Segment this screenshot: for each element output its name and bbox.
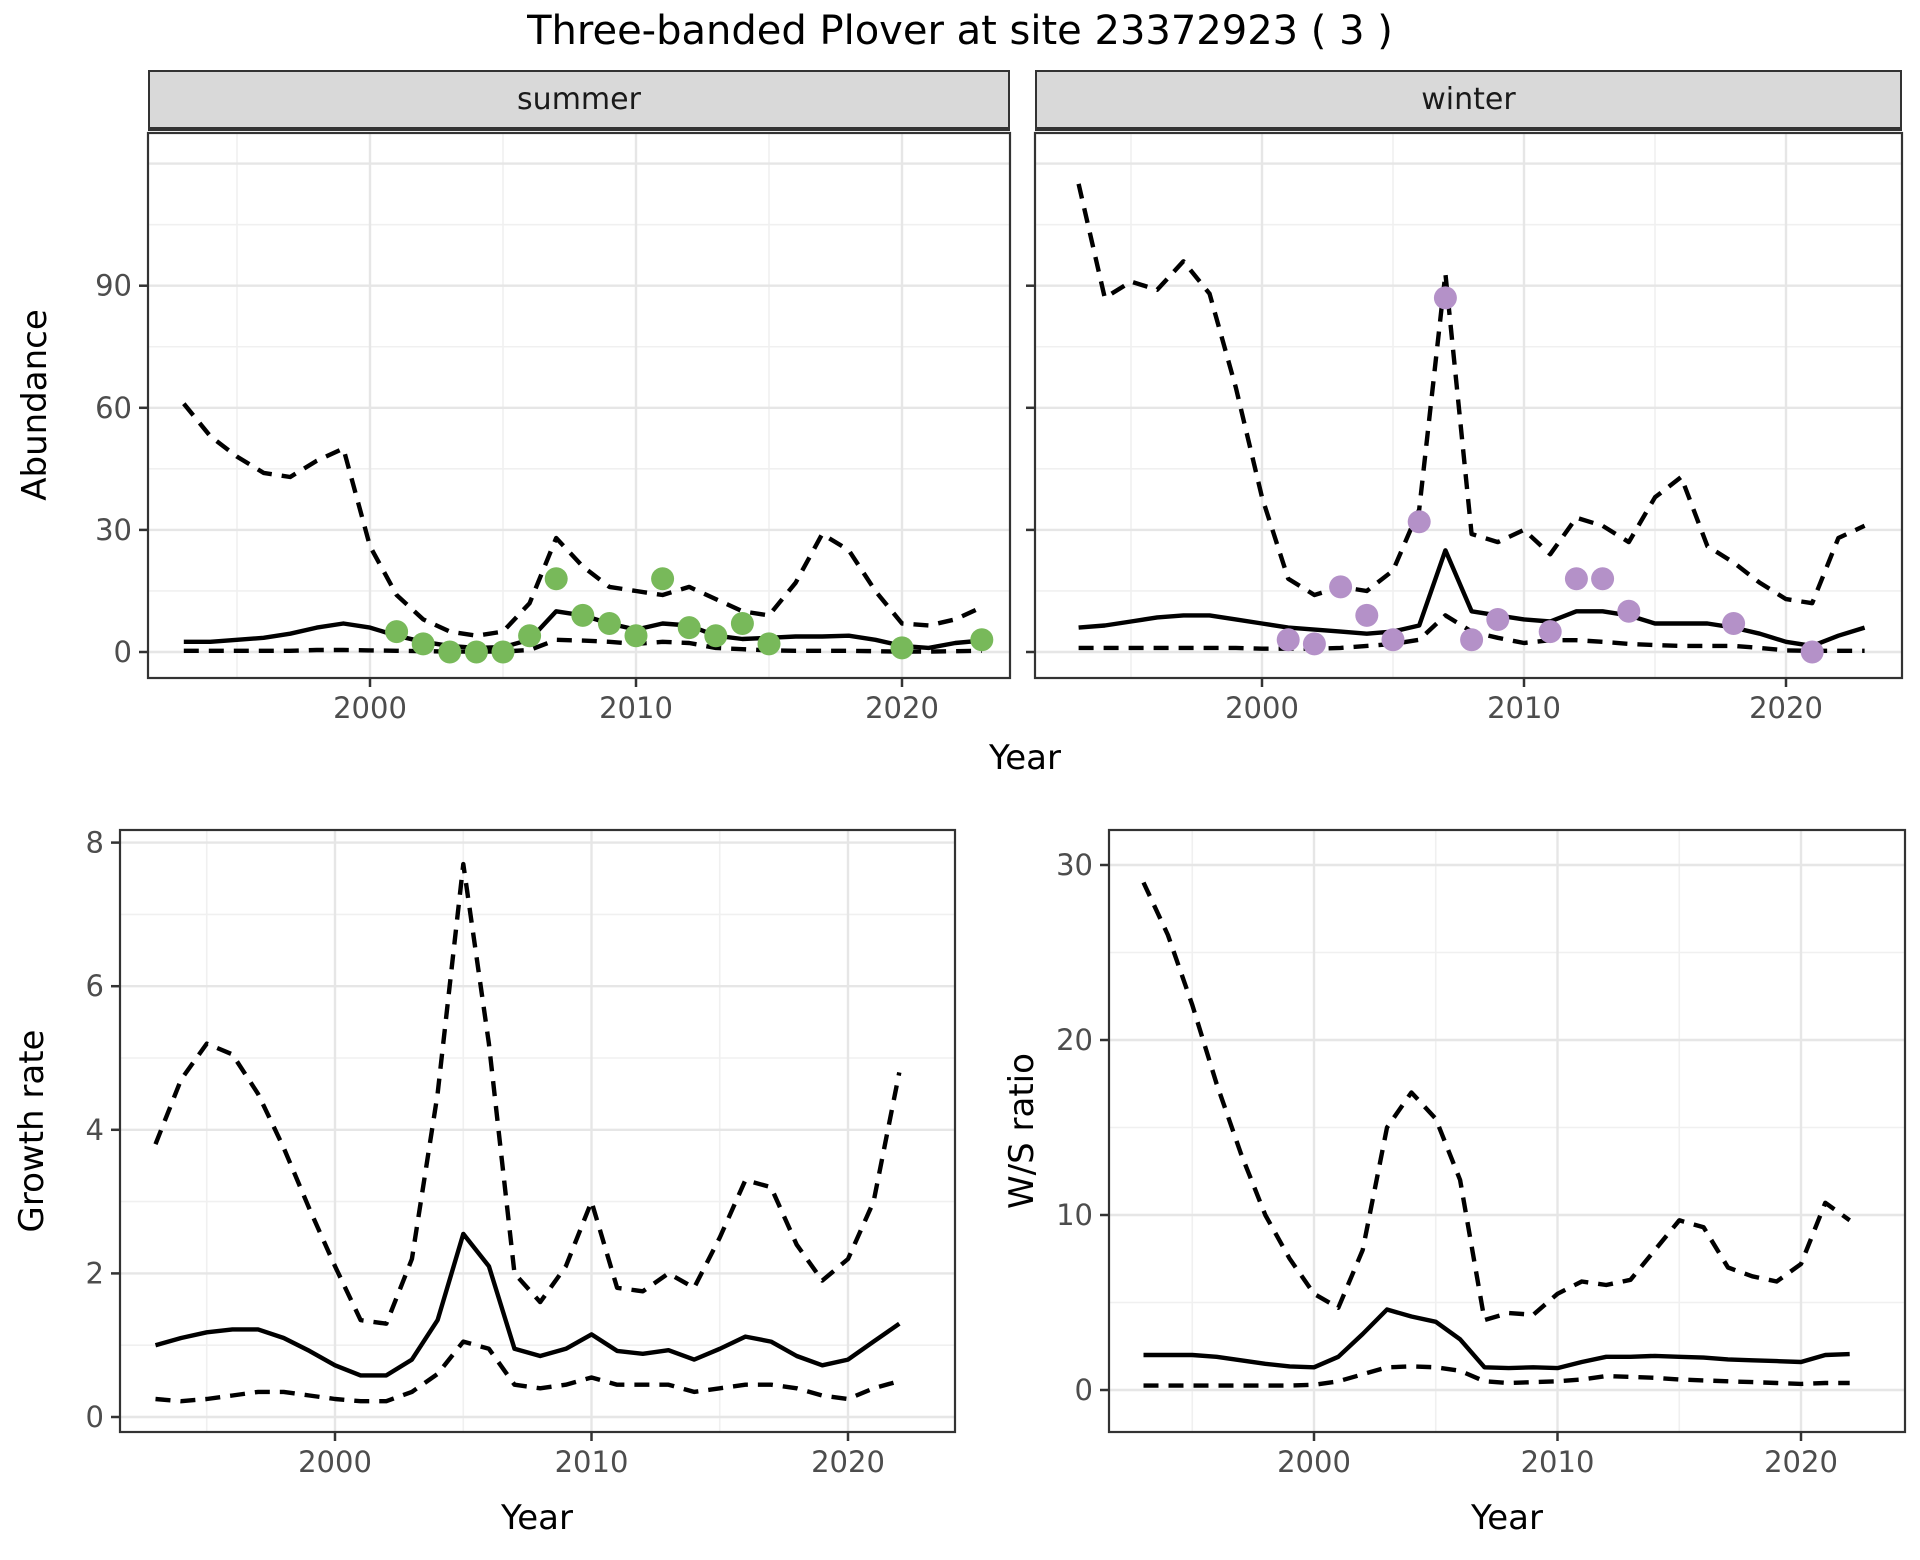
observed-count	[970, 628, 994, 652]
observed-count	[491, 640, 515, 664]
y-tick-label: 0	[114, 635, 132, 669]
panel-background	[1035, 133, 1902, 678]
facet-strip-label: summer	[517, 82, 641, 117]
facet-strip-label: winter	[1421, 82, 1516, 117]
observed-count	[757, 632, 781, 656]
panel-ws-ratio: 2000 2010 2020 0 10 20 30	[1056, 828, 1907, 1479]
y-tick-label: 6	[86, 969, 104, 1003]
x-tick-label: 2000	[1225, 691, 1299, 725]
series-upper-95ci	[153, 861, 902, 1326]
panel-border	[1107, 828, 1907, 1434]
facet-strip-summer: summer	[148, 70, 1010, 131]
y-tick-label: 30	[1056, 848, 1093, 882]
x-tick-label: 2020	[811, 1445, 885, 1479]
observed-count	[1276, 628, 1300, 652]
facet-strip-winter: winter	[1035, 70, 1902, 131]
series-upper-95ci	[1141, 881, 1851, 1323]
observed-count	[1329, 575, 1353, 599]
series-upper-95ci	[182, 402, 983, 638]
observed-count	[1564, 567, 1588, 591]
panel-background	[1109, 830, 1905, 1432]
observed-count	[1591, 567, 1615, 591]
observed-count	[1800, 640, 1824, 664]
y-tick-label: 30	[95, 513, 132, 547]
observed-count	[1407, 510, 1431, 534]
observed-count	[1486, 607, 1510, 631]
observed-count	[1538, 620, 1562, 644]
y-tick-label: 90	[95, 269, 132, 303]
observed-count	[1381, 628, 1405, 652]
series-median	[154, 1231, 901, 1378]
series-upper-95ci	[1076, 183, 1866, 606]
x-axis-title-growth: Year	[501, 1498, 573, 1538]
x-axis-title-ws: Year	[1471, 1498, 1543, 1538]
observed-count	[385, 620, 409, 644]
observed-count	[438, 640, 462, 664]
observed-count	[571, 603, 595, 627]
panel-growth-rate: 2000 2010 2020 0 2 4 6 8	[86, 826, 957, 1479]
observed-count	[544, 567, 568, 591]
x-tick-label: 2000	[298, 1445, 372, 1479]
y-tick-label: 0	[1075, 1373, 1093, 1407]
y-tick-label: 60	[95, 391, 132, 425]
observed-count	[1302, 632, 1326, 656]
observed-count	[651, 567, 675, 591]
y-tick-label: 0	[86, 1400, 104, 1434]
observed-count	[624, 624, 648, 648]
x-tick-label: 2010	[1487, 691, 1561, 725]
x-tick-label: 2010	[599, 691, 673, 725]
observed-count	[411, 632, 435, 656]
x-tick-label: 2020	[865, 691, 939, 725]
observed-count	[890, 636, 914, 660]
observed-count	[1355, 603, 1379, 627]
y-tick-label: 10	[1056, 1198, 1093, 1232]
panel-border	[1033, 131, 1904, 680]
observed-count	[1617, 599, 1641, 623]
series-lower-95ci	[1143, 1364, 1850, 1388]
observed-count	[518, 624, 542, 648]
panel-abundance-winter: 2000 2010 2020	[1026, 131, 1904, 725]
panel-abundance-summer: 2000 2010 2020 0 30 60 90	[95, 131, 1012, 725]
x-tick-label: 2010	[1521, 1445, 1595, 1479]
y-tick-label: 20	[1056, 1023, 1093, 1057]
figure-title: Three-banded Plover at site 23372923 ( 3…	[527, 8, 1393, 54]
observed-count	[1433, 286, 1457, 310]
panel-border	[146, 131, 1012, 680]
observed-count	[464, 640, 488, 664]
y-tick-label: 2	[86, 1256, 104, 1290]
x-tick-label: 2010	[555, 1445, 629, 1479]
observed-count	[1460, 628, 1484, 652]
observed-count	[704, 624, 728, 648]
series-median	[1143, 1307, 1850, 1371]
observed-count	[730, 612, 754, 636]
x-tick-label: 2020	[1749, 691, 1823, 725]
x-axis-title-top: Year	[989, 738, 1061, 778]
y-tick-label: 8	[86, 826, 104, 860]
y-axis-title-growth: Growth rate	[12, 1029, 52, 1233]
x-tick-label: 2000	[333, 691, 407, 725]
panel-background	[148, 133, 1010, 678]
observed-count	[597, 612, 621, 636]
y-axis-title-abundance: Abundance	[15, 309, 55, 501]
y-axis-title-ws: W/S ratio	[1002, 1053, 1042, 1209]
y-tick-label: 4	[86, 1113, 104, 1147]
x-tick-label: 2000	[1277, 1445, 1351, 1479]
series-lower-95ci	[183, 637, 982, 654]
observed-count	[677, 616, 701, 640]
observed-count	[1722, 612, 1746, 636]
x-tick-label: 2020	[1764, 1445, 1838, 1479]
